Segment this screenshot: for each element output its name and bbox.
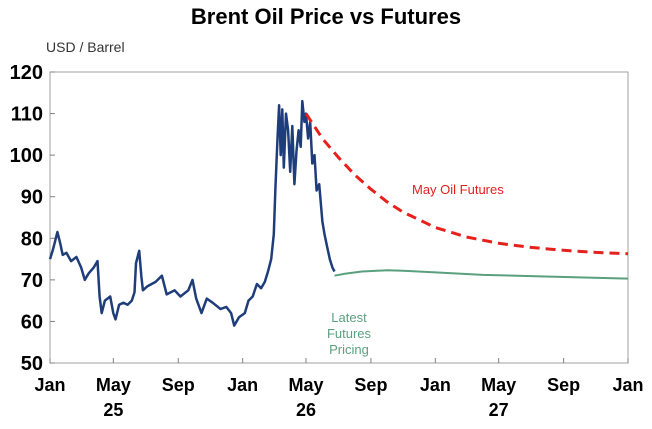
y-tick-label: 70 bbox=[21, 270, 43, 292]
y-axis-unit-label: USD / Barrel bbox=[46, 39, 125, 55]
latest-futures-annotation-line: Futures bbox=[327, 326, 372, 341]
latest-futures-annotation-line: Pricing bbox=[329, 342, 369, 357]
x-tick-label: Sep bbox=[354, 375, 387, 395]
may-futures-annotation: May Oil Futures bbox=[412, 182, 504, 197]
x-tick-label: Jan bbox=[34, 375, 65, 395]
x-tick-label: Jan bbox=[612, 375, 643, 395]
year-label: 25 bbox=[103, 400, 123, 420]
x-tick-label: May bbox=[481, 375, 516, 395]
y-axis: 50 60 70 80 90 100 110 120 bbox=[10, 62, 55, 375]
y-tick-label: 110 bbox=[11, 104, 43, 126]
y-tick-label: 90 bbox=[21, 187, 43, 209]
y-tick-label: 100 bbox=[10, 145, 43, 167]
x-tick-label: Jan bbox=[420, 375, 451, 395]
latest-futures-line bbox=[334, 269, 629, 280]
brent-price-line bbox=[48, 99, 336, 327]
plot-frame bbox=[49, 71, 629, 364]
x-tick-label: Sep bbox=[547, 375, 580, 395]
y-tick-label: 80 bbox=[21, 228, 43, 250]
x-tick-label: May bbox=[289, 375, 324, 395]
y-tick-label: 60 bbox=[21, 311, 43, 333]
series-layer bbox=[48, 99, 629, 327]
chart-title: Brent Oil Price vs Futures bbox=[191, 4, 461, 29]
year-label: 27 bbox=[489, 400, 509, 420]
x-axis: Jan May Sep Jan May Sep Jan May Sep Jan 25 26 27 bbox=[34, 358, 644, 420]
latest-futures-annotation-line: Latest bbox=[331, 310, 367, 325]
y-tick-label: 120 bbox=[10, 62, 43, 84]
y-tick-label: 50 bbox=[21, 353, 43, 375]
x-tick-label: Jan bbox=[227, 375, 258, 395]
x-tick-label: Sep bbox=[162, 375, 195, 395]
x-tick-label: May bbox=[96, 375, 131, 395]
year-label: 26 bbox=[296, 400, 316, 420]
